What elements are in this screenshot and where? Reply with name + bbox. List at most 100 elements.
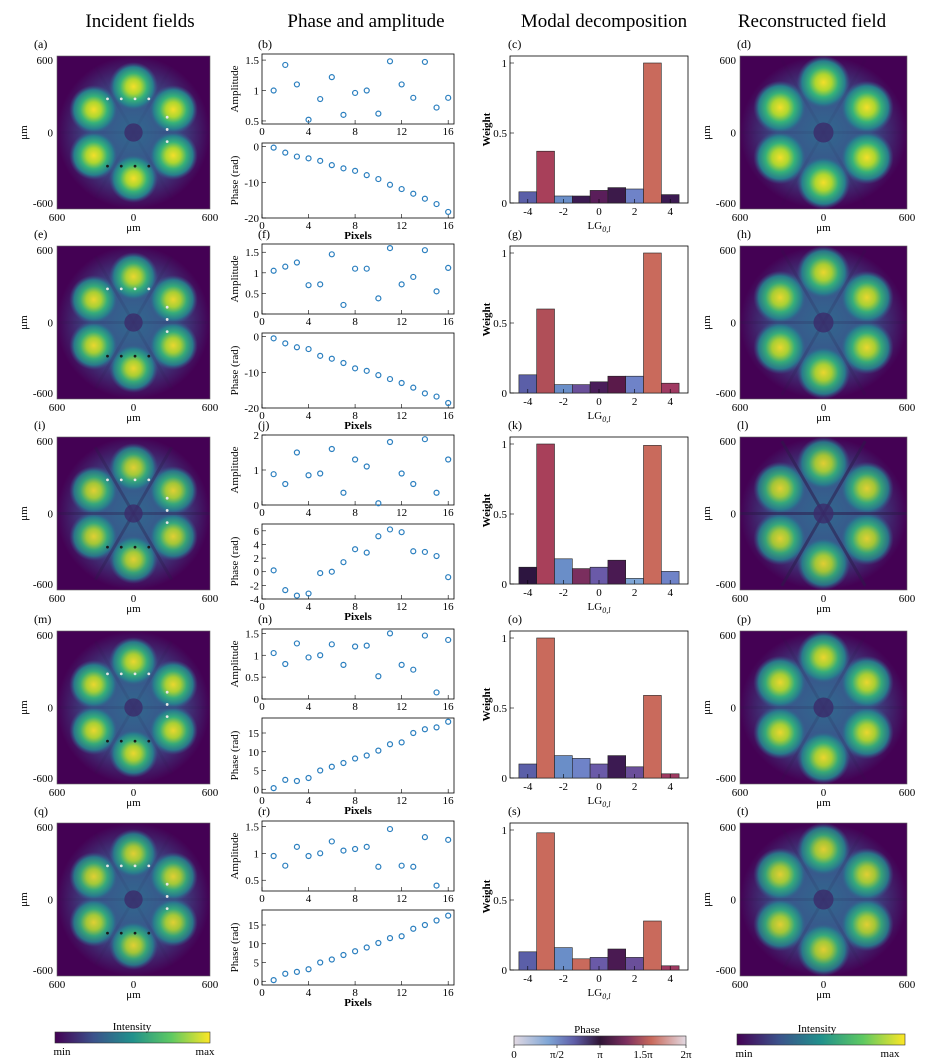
row1-amplitude-point <box>433 104 440 111</box>
row5-phase-frame <box>261 909 455 986</box>
row4-reconstructed-petal <box>753 655 807 710</box>
row1-phase-ylabel: Phase (rad) <box>229 155 241 205</box>
row5-phase-xtick: 4 <box>306 987 312 999</box>
row3-amplitude-ylabel: Amplitude <box>229 446 241 493</box>
row4-amplitude-point <box>305 654 312 661</box>
row3-incident-pixel-dot <box>133 545 137 549</box>
row1-phase-point <box>433 200 440 208</box>
intensity-max-left: max <box>196 1046 215 1058</box>
row2-modal-xlabel: LG0,l <box>588 410 612 424</box>
row2-incident-frame <box>56 245 211 400</box>
row1-amplitude-frame <box>261 53 455 125</box>
row1-phase-point <box>375 175 382 183</box>
row2-reconstructed-xtick: 600 <box>899 402 916 414</box>
row1-reconstructed-xlabel: μm <box>816 222 831 234</box>
row5-amplitude-point <box>351 845 359 853</box>
row5-phase-point <box>433 917 440 924</box>
row3-phase-point <box>317 569 324 577</box>
row4-label-modal: (o) <box>508 612 522 626</box>
row3-amplitude-xtick: 16 <box>443 507 455 519</box>
row5-reconstructed-petal <box>753 897 807 952</box>
row3-reconstructed-xtick: 0 <box>821 593 827 605</box>
row1-phase-xtick: 4 <box>306 220 312 232</box>
row5-modal-xtick: 2 <box>632 973 638 985</box>
row2-phase-point <box>305 345 312 353</box>
row4-amplitude-point <box>340 661 347 668</box>
row4-incident-center <box>124 698 143 717</box>
row2-incident-ytick: -600 <box>33 388 54 400</box>
row1-amplitude-point <box>363 87 370 94</box>
row1-label-incident: (a) <box>34 37 47 51</box>
row4-incident-petal <box>69 660 119 710</box>
row1-modal-xtick: -2 <box>559 206 568 218</box>
row2-amplitude-point <box>363 265 370 272</box>
row4-amplitude-xtick: 16 <box>443 701 455 713</box>
row1-amplitude-point <box>317 95 324 103</box>
row5-amplitude-point <box>445 836 452 843</box>
row1-phase-point <box>445 208 452 216</box>
row1-phase-ytick: -20 <box>244 213 259 225</box>
row4-phase-point <box>351 755 359 762</box>
row2-incident-pixel-dot <box>106 287 109 291</box>
row1-reconstructed-xtick: 0 <box>821 212 827 224</box>
row3-modal-xtick: 2 <box>632 587 638 599</box>
row1-incident-pixel-dot <box>165 140 169 144</box>
row1-amplitude-point <box>445 94 452 101</box>
row2-phase-point <box>363 367 370 374</box>
row2-amplitude-xtick: 8 <box>352 316 358 328</box>
row2-amplitude-point <box>386 245 394 252</box>
row4-incident-petal <box>148 660 198 710</box>
row4-modal-ytick: 1 <box>502 633 508 645</box>
row4-phase-xtick: 0 <box>259 795 265 807</box>
row1-phase-point <box>386 181 394 188</box>
row2-amplitude-point <box>282 263 289 270</box>
row3-amplitude-point <box>328 445 335 453</box>
row2-reconstructed-ytick: 600 <box>720 245 737 257</box>
intensity-colorbar-left: Intensity min max <box>53 1021 215 1058</box>
row2-incident-ytick: 600 <box>37 245 54 257</box>
row1-phase-point <box>282 149 289 156</box>
header-modal: Modal decomposition <box>521 11 688 32</box>
row4-phase-xtick: 16 <box>443 795 455 807</box>
row3-incident-pixel-dot <box>165 521 169 525</box>
row4-phase-point <box>445 718 452 725</box>
row4-label-incident: (m) <box>34 612 51 626</box>
row2-phase-xtick: 12 <box>396 410 407 422</box>
row1-incident-pixel-dot <box>147 164 151 168</box>
row5-phase-ytick: 0 <box>254 976 260 988</box>
row4-amplitude-point <box>363 642 370 649</box>
row2-reconstructed-xtick: 0 <box>821 402 827 414</box>
row3-reconstructed-petal <box>796 536 851 591</box>
row3-incident-pixel-dot <box>147 478 151 482</box>
row5-phase-ytick: 5 <box>254 958 260 970</box>
row1-incident-pixel-dot <box>119 164 123 168</box>
row1-modal-ytick: 0 <box>502 198 508 210</box>
row3-amplitude-point <box>398 470 405 477</box>
row2-incident-petal <box>148 275 198 325</box>
row3-amplitude-point <box>305 472 312 479</box>
row3-modal-bar <box>536 443 555 585</box>
row2-reconstructed-petal <box>840 320 894 375</box>
row5-amplitude-point <box>270 852 277 860</box>
row4-phase-xlabel: Pixels <box>344 805 372 817</box>
row1-amplitude-point <box>421 58 429 66</box>
row3-amplitude-point <box>270 471 277 478</box>
intensity-title-right: Intensity <box>798 1023 837 1035</box>
row2-incident-petal <box>69 275 119 325</box>
row2-incident-ylabel: μm <box>18 315 30 330</box>
row1-incident-petal <box>69 130 119 180</box>
row4-reconstructed-petal <box>753 705 807 760</box>
row4-amplitude-point <box>328 641 335 648</box>
row5-phase-point <box>270 977 277 984</box>
row1-incident-center <box>124 123 143 142</box>
row2-amplitude-point <box>398 281 405 288</box>
row2-modal-bar <box>571 384 591 394</box>
row1-modal-bar <box>536 150 555 204</box>
row4-phase-ytick: 10 <box>248 747 260 759</box>
row4-amplitude-point <box>398 661 405 668</box>
row3-phase-ytick: 0 <box>254 567 260 579</box>
row2-amplitude-point <box>305 282 312 289</box>
row1-incident-pixel-dot <box>106 164 109 168</box>
row5-incident-pixel-dot <box>133 864 137 868</box>
